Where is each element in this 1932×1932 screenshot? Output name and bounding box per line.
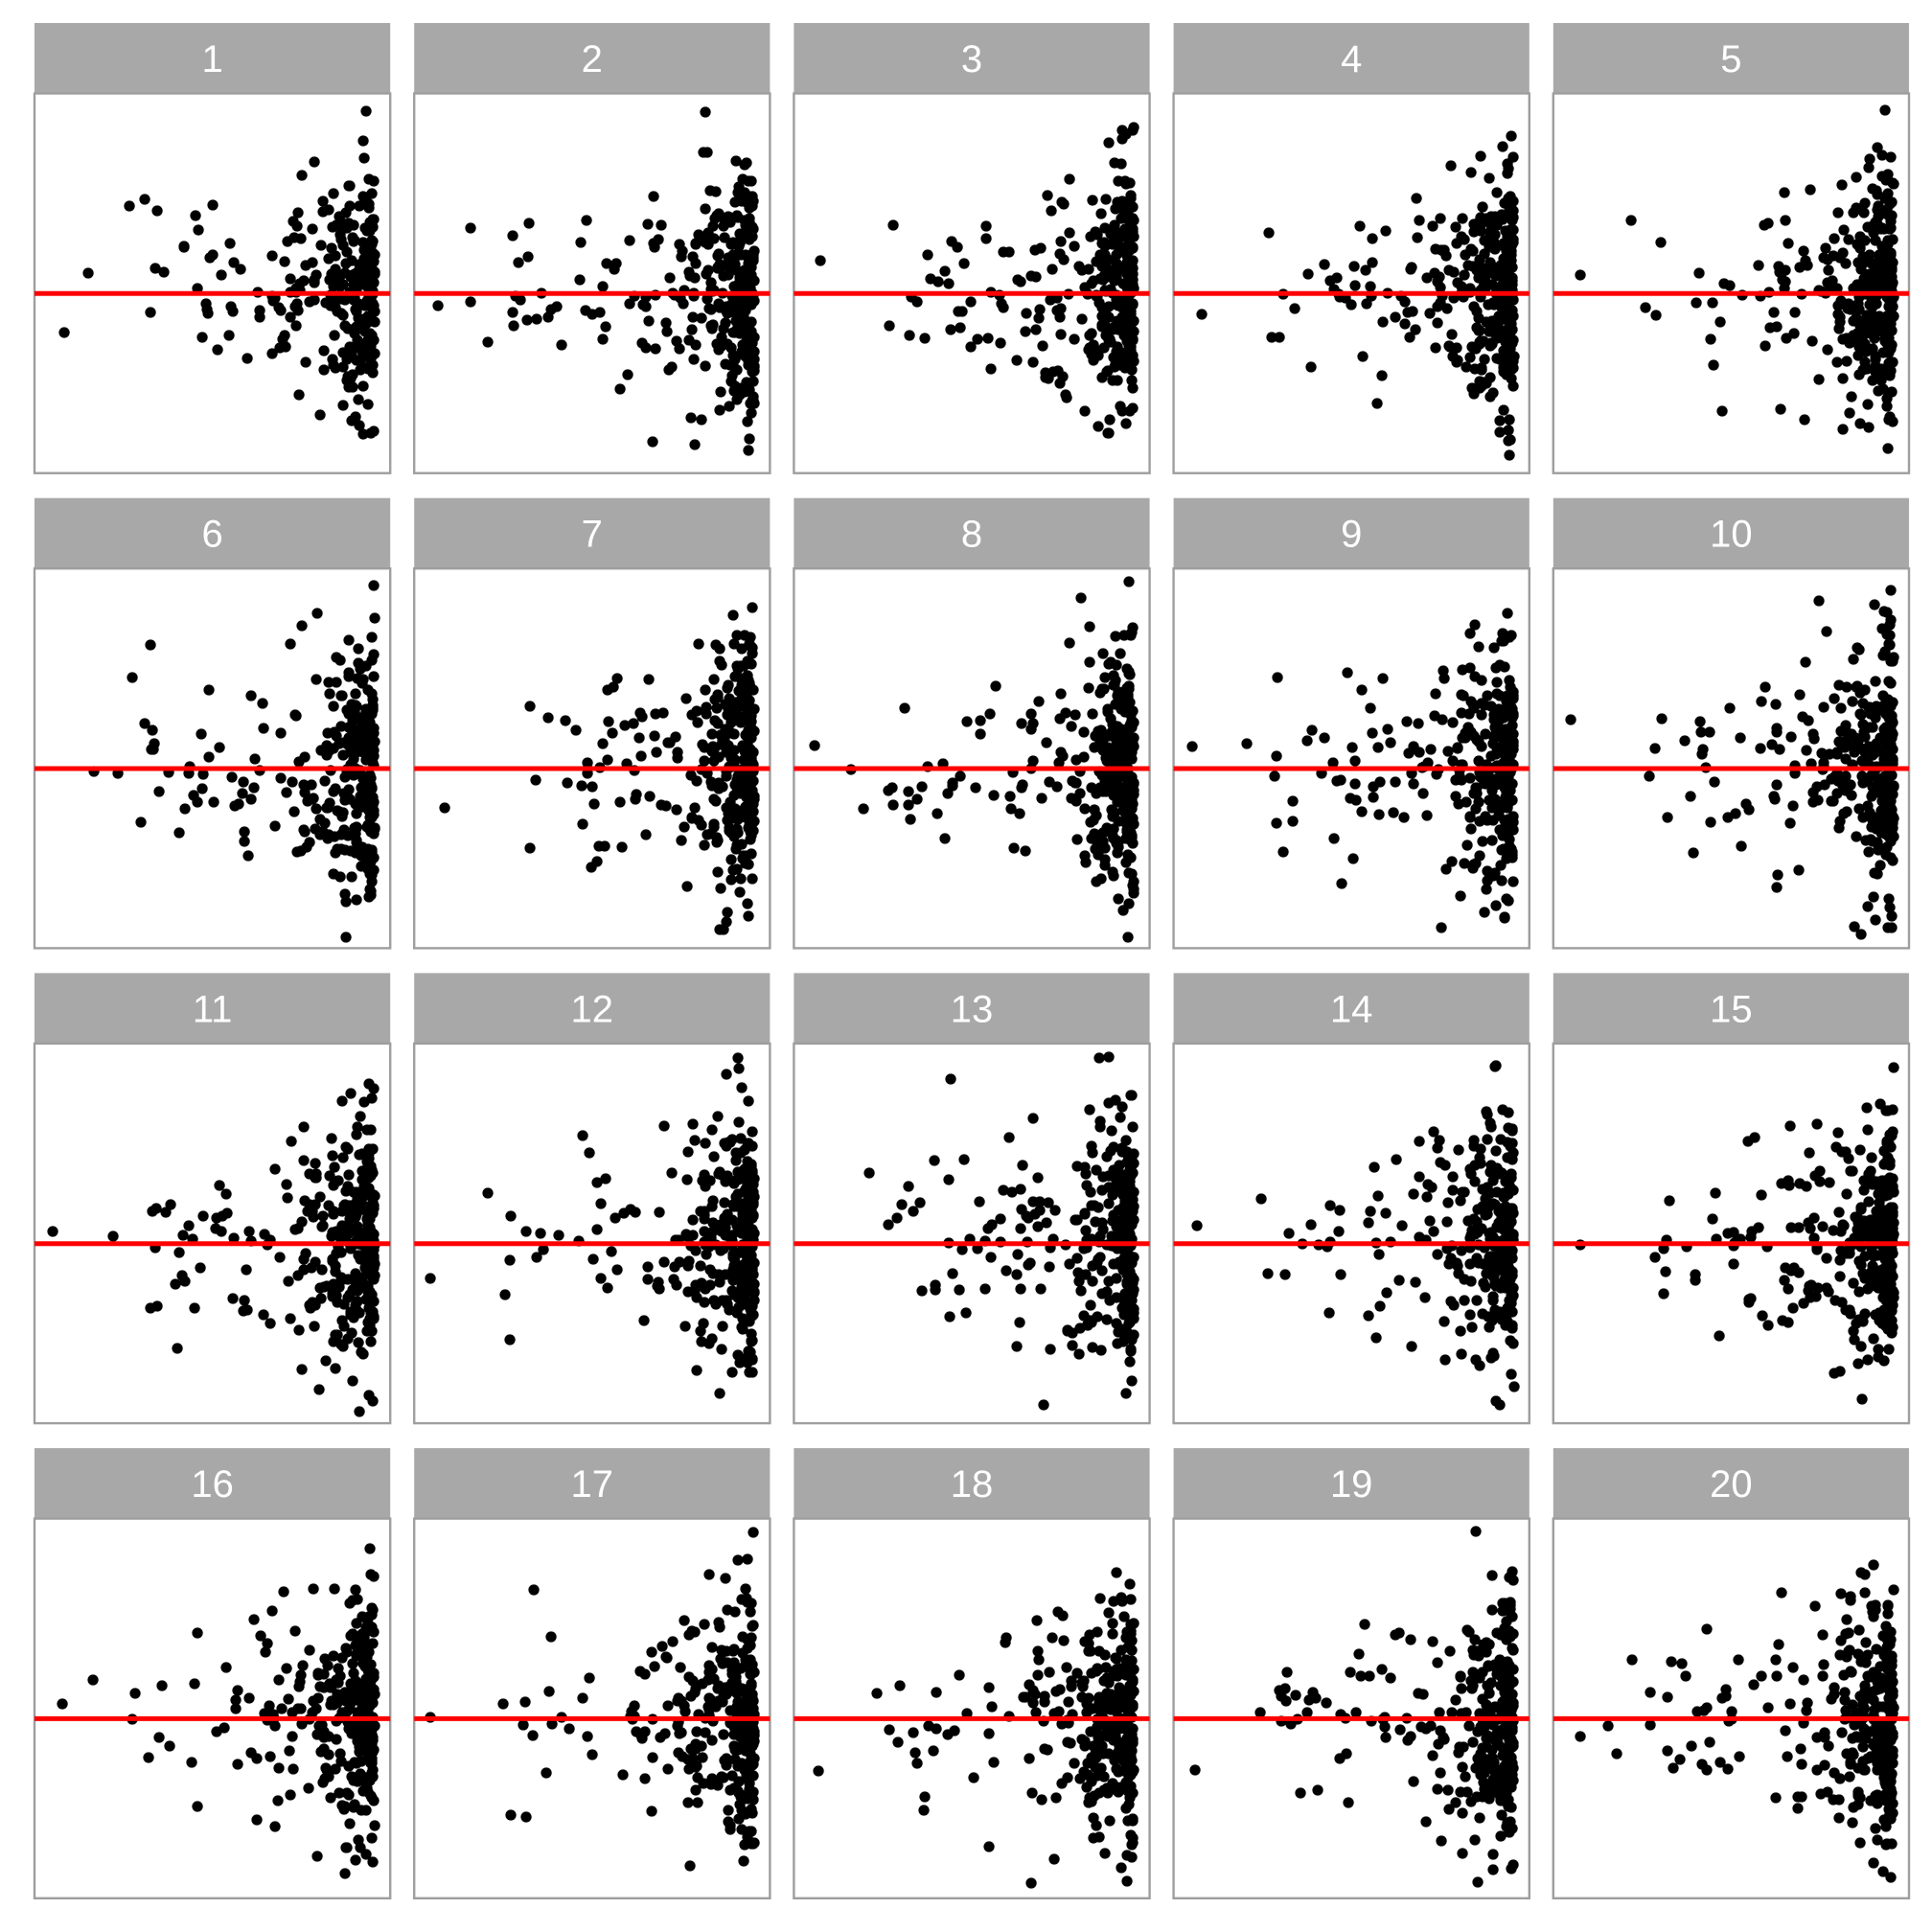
svg-text:9: 9: [1341, 514, 1362, 556]
svg-text:7: 7: [582, 514, 603, 556]
svg-text:1: 1: [201, 38, 222, 80]
svg-text:19: 19: [1330, 1463, 1373, 1506]
svg-text:2: 2: [582, 38, 603, 80]
svg-text:12: 12: [571, 988, 614, 1030]
svg-text:20: 20: [1710, 1463, 1753, 1506]
svg-text:3: 3: [961, 38, 982, 80]
svg-text:8: 8: [961, 514, 982, 556]
svg-text:10: 10: [1710, 514, 1753, 556]
svg-text:18: 18: [951, 1463, 994, 1506]
svg-text:11: 11: [193, 988, 233, 1030]
svg-text:13: 13: [951, 988, 994, 1030]
svg-text:4: 4: [1341, 38, 1362, 80]
svg-text:6: 6: [201, 514, 222, 556]
svg-text:16: 16: [191, 1463, 234, 1506]
svg-text:15: 15: [1710, 988, 1753, 1030]
svg-text:14: 14: [1330, 988, 1373, 1030]
svg-text:5: 5: [1720, 38, 1741, 80]
svg-text:17: 17: [571, 1463, 614, 1506]
